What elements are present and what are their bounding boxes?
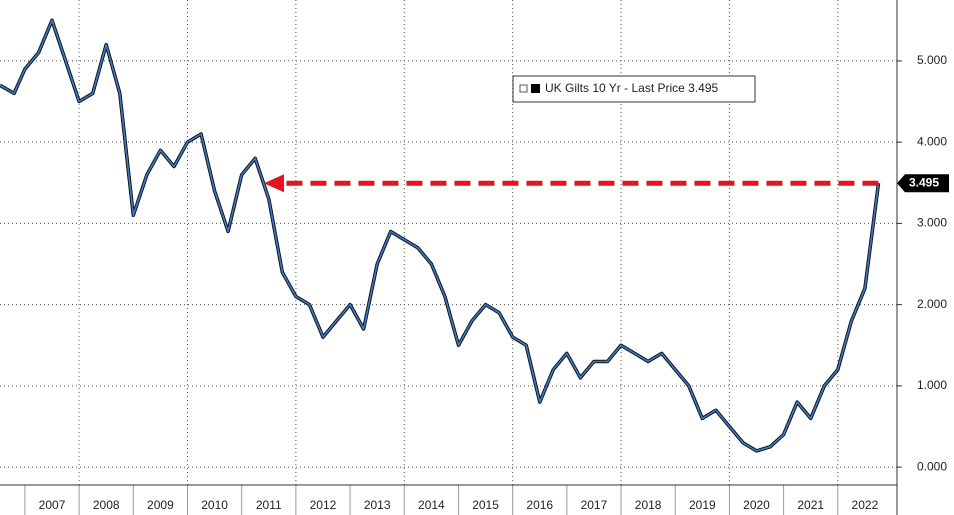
last-price-tag xyxy=(897,174,949,193)
y-tick-label: 3.000 xyxy=(917,216,947,230)
x-tick-label: 2014 xyxy=(418,498,445,512)
x-tick-label: 2011 xyxy=(256,498,282,512)
x-tick-label: 2013 xyxy=(364,498,391,512)
arrow-head xyxy=(264,174,284,193)
x-tick-label: 2018 xyxy=(635,498,662,512)
x-tick-label: 2022 xyxy=(852,498,879,512)
legend-swatch xyxy=(531,84,540,93)
y-tick-label: 0.000 xyxy=(917,459,947,473)
x-tick-label: 2015 xyxy=(472,498,499,512)
x-tick-label: 2009 xyxy=(147,498,174,512)
x-tick-label: 2012 xyxy=(310,498,337,512)
y-tick-label: 2.000 xyxy=(917,297,947,311)
y-tick-label: 4.000 xyxy=(917,134,947,148)
x-tick-label: 2008 xyxy=(93,498,120,512)
legend-box xyxy=(512,75,756,103)
x-tick-label: 2017 xyxy=(581,498,608,512)
x-tick-label: 2007 xyxy=(39,498,66,512)
x-tick-label: 2010 xyxy=(201,498,228,512)
x-tick-label: 2019 xyxy=(689,498,716,512)
legend-label: UK Gilts 10 Yr - Last Price 3.495 xyxy=(545,81,719,95)
x-tick-label: 2016 xyxy=(526,498,553,512)
x-tick-label: 2020 xyxy=(743,498,770,512)
legend-icon-outline xyxy=(519,84,528,93)
last-price-label: 3.495 xyxy=(909,175,939,189)
x-tick-label: 2021 xyxy=(797,498,824,512)
y-tick-label: 5.000 xyxy=(917,53,947,67)
y-tick-label: 1.000 xyxy=(917,378,947,392)
line xyxy=(0,19,880,452)
